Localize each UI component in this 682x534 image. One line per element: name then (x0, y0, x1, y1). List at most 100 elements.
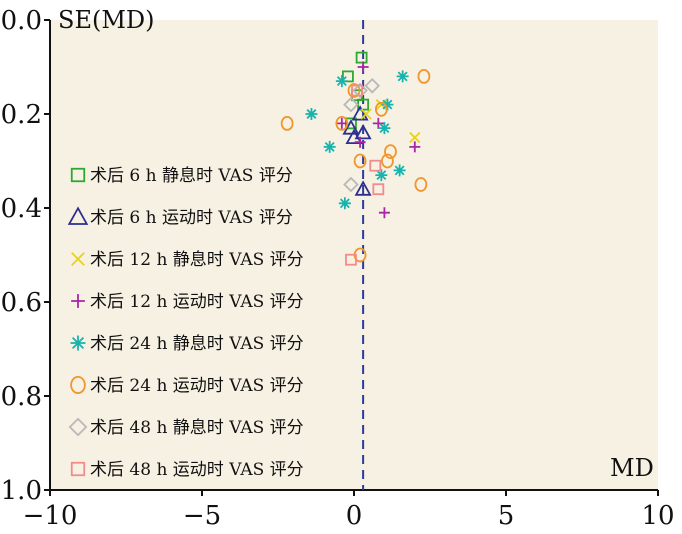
data-point-s8 (345, 253, 357, 266)
legend-item-6: 术后 24 h 运动时 VAS 评分 (70, 375, 304, 396)
data-point-s6-shape (335, 116, 349, 131)
legend-marker-shape (71, 252, 85, 266)
data-point-s3 (360, 108, 372, 120)
y-tick-label: 0.8 (1, 382, 42, 412)
legend-marker-shape (67, 206, 89, 225)
legend-marker-shape (68, 417, 88, 437)
data-point-s2-shape (345, 128, 363, 145)
legend-label: 术后 24 h 运动时 VAS 评分 (90, 376, 304, 396)
data-point-s2 (342, 119, 360, 135)
data-point-s2 (351, 105, 369, 121)
y-tick-label: 1.0 (1, 476, 42, 506)
legend-item-7: 术后 48 h 静息时 VAS 评分 (68, 417, 304, 438)
data-point-s4-shape (409, 141, 421, 153)
data-point-s5-shape (338, 197, 351, 210)
legend-marker (70, 461, 86, 477)
data-point-s7-shape (364, 78, 381, 94)
data-point-s2-shape (351, 105, 369, 121)
data-point-s1-shape (342, 70, 354, 83)
data-point-s6-shape (280, 116, 294, 131)
legend-label: 术后 6 h 运动时 VAS 评分 (90, 208, 293, 228)
data-point-s6 (335, 116, 349, 131)
data-point-s4 (378, 207, 390, 219)
data-point-s4-shape (372, 117, 384, 129)
legend-marker-shape (71, 294, 85, 308)
legend-marker (71, 294, 85, 308)
legend-item-5: 术后 24 h 静息时 VAS 评分 (70, 334, 304, 354)
data-point-s5-shape (378, 122, 391, 135)
legend-marker-shape (70, 335, 86, 351)
data-point-s4 (372, 117, 384, 129)
y-tick-label: 0.2 (1, 100, 42, 130)
data-point-s6-shape (347, 83, 361, 98)
x-tick-label: −5 (183, 501, 221, 531)
data-point-s8 (372, 183, 385, 196)
data-point-s7 (343, 176, 359, 193)
data-point-s6 (353, 153, 367, 169)
data-point-s6-shape (353, 153, 367, 169)
data-point-s5 (396, 70, 409, 83)
data-point-s6-shape (384, 144, 397, 160)
data-point-s2-shape (354, 123, 372, 140)
x-tick-label: 0 (346, 501, 363, 531)
data-point-s1 (342, 70, 354, 83)
data-point-s2 (354, 180, 372, 196)
data-point-s5 (305, 108, 318, 120)
data-point-s5 (338, 197, 351, 210)
legend-item-2: 术后 6 h 运动时 VAS 评分 (67, 206, 293, 228)
data-point-s6 (280, 116, 294, 131)
data-point-s2 (345, 128, 363, 145)
legend-label: 术后 6 h 静息时 VAS 评分 (90, 166, 293, 186)
data-point-s5 (335, 75, 348, 88)
data-point-s6-shape (381, 153, 394, 169)
data-point-s4-shape (378, 207, 390, 219)
data-point-s1 (355, 51, 368, 64)
data-point-s6 (347, 83, 361, 98)
x-tick-label: 5 (498, 501, 515, 531)
x-axis-title: MD (610, 454, 654, 482)
legend-marker (71, 252, 85, 266)
data-point-s7-shape (343, 96, 359, 113)
y-axis-title: SE(MD) (58, 6, 155, 34)
data-point-s8-shape (351, 84, 363, 97)
data-point-s8 (351, 84, 363, 97)
data-point-s5-shape (381, 98, 394, 111)
data-point-s3-shape (409, 131, 421, 144)
data-point-s3-shape (360, 108, 372, 120)
x-tick-label: 10 (641, 501, 674, 531)
data-point-s5-shape (393, 164, 406, 177)
legend-marker (70, 167, 86, 183)
data-point-s6 (374, 101, 388, 117)
data-point-s5-shape (375, 169, 388, 182)
data-point-s8-shape (372, 183, 385, 196)
legend-marker-shape (70, 167, 86, 183)
data-point-s6-shape (417, 69, 431, 84)
data-point-s5-shape (305, 108, 318, 120)
data-point-s4 (409, 141, 421, 153)
legend-marker (67, 206, 89, 225)
legend-label: 术后 12 h 运动时 VAS 评分 (90, 292, 304, 312)
data-point-s5-shape (323, 140, 336, 153)
legend-item-4: 术后 12 h 运动时 VAS 评分 (71, 292, 304, 312)
data-point-s2-shape (342, 119, 360, 135)
y-tick-label: 0.0 (1, 6, 42, 36)
legend-marker-shape (70, 461, 86, 477)
legend-label: 术后 12 h 静息时 VAS 评分 (90, 250, 304, 270)
data-point-s6 (414, 177, 428, 192)
data-point-s5-shape (335, 75, 348, 88)
data-point-s6 (384, 144, 397, 160)
legend-item-3: 术后 12 h 静息时 VAS 评分 (71, 250, 304, 270)
data-point-s7-shape (352, 82, 368, 99)
data-point-s5 (375, 169, 388, 182)
x-tick-label: −10 (23, 501, 78, 531)
legend-item-8: 术后 48 h 运动时 VAS 评分 (70, 460, 304, 480)
data-point-s6-shape (374, 101, 388, 117)
data-point-s5-shape (396, 70, 409, 83)
data-point-s5 (378, 122, 391, 135)
data-point-s6 (417, 69, 431, 84)
data-point-s7-shape (343, 176, 359, 193)
data-point-s6 (381, 153, 394, 169)
y-tick-label: 0.4 (1, 194, 42, 224)
legend-label: 术后 24 h 静息时 VAS 评分 (90, 334, 304, 354)
